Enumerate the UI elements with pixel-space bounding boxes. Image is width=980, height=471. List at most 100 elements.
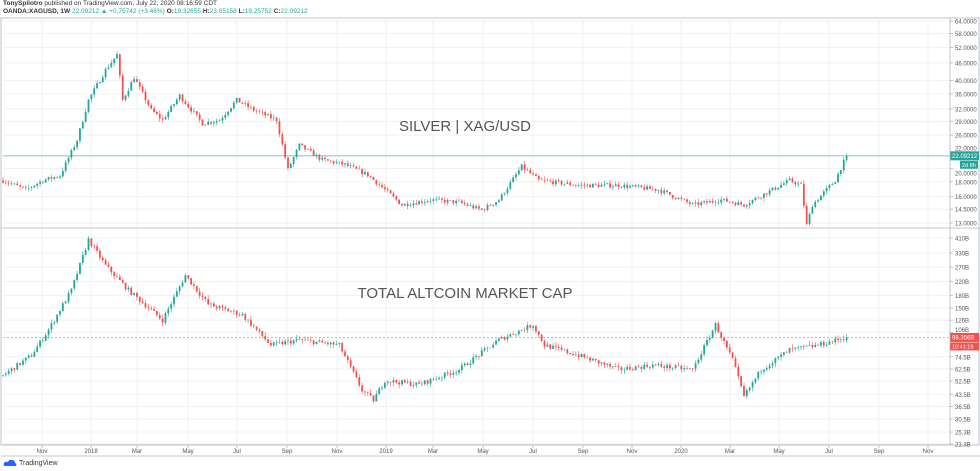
candle-body (118, 276, 121, 281)
candle-body (127, 287, 130, 290)
candle-body (663, 366, 666, 369)
candle-body (238, 97, 241, 103)
candle-body (540, 334, 543, 342)
candle-body (184, 275, 187, 283)
candle-body (600, 362, 603, 364)
candle-body (802, 346, 805, 347)
candle-body (344, 163, 346, 165)
candle-body (720, 199, 723, 203)
candle-body (814, 344, 817, 347)
candle-body (469, 205, 472, 206)
candle-body (167, 111, 170, 118)
candle-body (235, 310, 238, 315)
candle-body (287, 157, 289, 169)
close-value: 22.09212 (280, 8, 308, 15)
candle-body (489, 204, 492, 206)
candle-body (694, 363, 697, 369)
candle-body (158, 315, 161, 319)
candle-body (691, 203, 694, 205)
candle-body (800, 183, 802, 185)
y-axis-label: 410B (955, 237, 969, 243)
candle-body (50, 176, 53, 179)
last-price-tag (950, 151, 979, 161)
candle-body (224, 114, 227, 118)
candle-body (195, 111, 198, 115)
candle-body (560, 180, 563, 185)
candle-body (734, 358, 737, 367)
candle-body (358, 168, 361, 170)
candle-body (794, 182, 797, 185)
candle-body (643, 364, 646, 369)
candle-body (136, 79, 138, 83)
candle-body (820, 342, 822, 346)
candle-body (475, 206, 477, 209)
candle-body (184, 101, 187, 104)
candle-body (42, 340, 44, 342)
candle-body (42, 181, 44, 183)
candle-body (623, 369, 626, 371)
candle-body (566, 349, 569, 353)
candle-body (141, 301, 144, 304)
candle-body (711, 201, 714, 203)
candle-body (213, 303, 215, 307)
candle-body (677, 197, 680, 199)
candle-body (483, 348, 486, 351)
candle-body (714, 202, 717, 203)
candle-body (435, 379, 438, 380)
candle-body (389, 190, 392, 194)
candle-body (765, 368, 768, 370)
candle-body (657, 364, 660, 366)
candle-body (73, 279, 76, 289)
candle-body (620, 187, 623, 188)
candle-body (443, 199, 446, 203)
candle-body (532, 326, 534, 328)
symbol-legend: OANDA:XAGUSD, 1W 22.09212 ▲ +0.75742 (+3… (3, 8, 308, 16)
candle-body (59, 311, 61, 315)
candle-body (472, 205, 475, 209)
y-axis-label: 29.0000 (955, 120, 977, 126)
candle-body (307, 339, 309, 341)
candle-body (335, 344, 338, 345)
candle-body (358, 377, 361, 386)
candle-body (757, 371, 760, 379)
candle-body (287, 340, 289, 342)
candle-body (44, 335, 47, 341)
candle-body (805, 205, 808, 224)
candle-body (811, 207, 814, 214)
candle-body (535, 174, 537, 177)
candle-body (395, 380, 398, 383)
candle-body (284, 144, 287, 158)
candle-body (292, 157, 295, 164)
x-axis-label: Mar (428, 449, 438, 455)
candle-body (449, 373, 452, 375)
candle-body (381, 184, 383, 188)
candle-body (327, 343, 329, 345)
candle-body (198, 291, 201, 296)
candle-body (173, 296, 175, 305)
candle-body (654, 188, 657, 191)
author-name[interactable]: TonySpilotro (3, 0, 43, 7)
candle-body (324, 157, 326, 160)
candle-body (441, 198, 443, 200)
candle-body (133, 292, 135, 295)
candle-body (840, 170, 842, 174)
candle-body (30, 187, 33, 188)
candle-body (178, 286, 181, 292)
y-axis-label: 43.5B (955, 393, 971, 399)
candle-body (586, 357, 589, 359)
candle-body (309, 148, 312, 151)
candle-body (788, 178, 791, 181)
candle-body (700, 202, 703, 206)
candle-body (366, 171, 369, 177)
candle-body (745, 390, 748, 396)
candle-body (626, 366, 629, 370)
candle-body (774, 187, 777, 190)
candle-body (418, 382, 420, 384)
publish-info: TonySpilotro published on TradingView.co… (3, 0, 217, 8)
candle-body (480, 208, 483, 210)
candle-body (315, 341, 318, 345)
candle-body (218, 306, 221, 309)
countdown-label: 2d 8h (962, 163, 976, 169)
candle-body (697, 202, 700, 206)
